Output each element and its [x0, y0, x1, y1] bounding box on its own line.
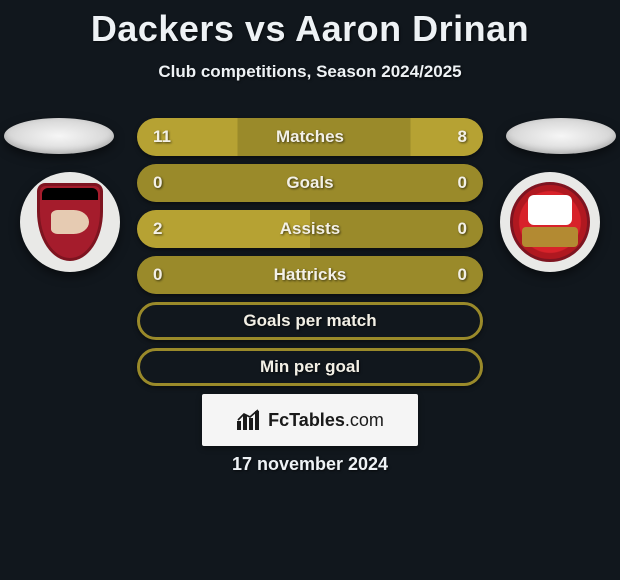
- stat-row: Goals 0 0: [137, 164, 483, 202]
- stat-label: Hattricks: [274, 265, 347, 285]
- stat-label: Goals per match: [243, 311, 376, 331]
- stat-value-left: 2: [153, 219, 162, 239]
- player-right-avatar: [506, 118, 616, 154]
- club-crest-right-icon: [510, 182, 590, 262]
- stat-value-right: 0: [458, 173, 467, 193]
- subtitle: Club competitions, Season 2024/2025: [0, 62, 620, 82]
- stat-value-right: 0: [458, 219, 467, 239]
- stat-value-right: 8: [458, 127, 467, 147]
- branding-badge: FcTables.com: [202, 394, 418, 446]
- brand-bars-icon: [236, 409, 262, 431]
- stat-value-right: 0: [458, 265, 467, 285]
- stat-row: Min per goal: [137, 348, 483, 386]
- stat-value-left: 0: [153, 265, 162, 285]
- club-badge-right: [500, 172, 600, 272]
- stat-label: Matches: [276, 127, 344, 147]
- stat-value-left: 11: [153, 127, 171, 147]
- page-title: Dackers vs Aaron Drinan: [0, 0, 620, 50]
- brand-text: FcTables.com: [268, 410, 384, 431]
- stat-label: Assists: [280, 219, 340, 239]
- stats-panel: Matches118Goals00Assists20Hattricks00Goa…: [137, 118, 483, 394]
- club-badge-left: [20, 172, 120, 272]
- stat-row: Goals per match: [137, 302, 483, 340]
- stat-row: Matches 11 8: [137, 118, 483, 156]
- stat-label: Min per goal: [260, 357, 360, 377]
- player-left-avatar: [4, 118, 114, 154]
- stat-row: Assists 2 0: [137, 210, 483, 248]
- club-crest-left-icon: [37, 183, 103, 261]
- brand-suffix: .com: [345, 410, 384, 430]
- stat-row: Hattricks 0 0: [137, 256, 483, 294]
- stat-value-left: 0: [153, 173, 162, 193]
- brand-name: FcTables: [268, 410, 345, 430]
- snapshot-date: 17 november 2024: [0, 454, 620, 475]
- stat-label: Goals: [286, 173, 333, 193]
